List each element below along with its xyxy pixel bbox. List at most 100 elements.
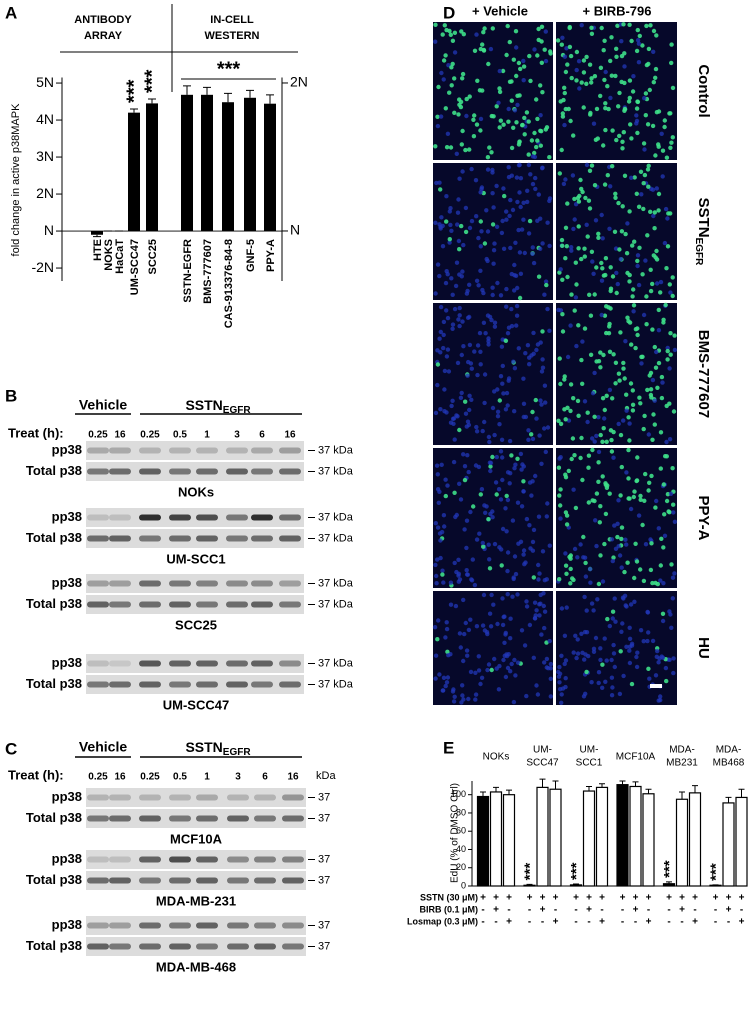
- marker-label: 37 kDa: [318, 465, 354, 477]
- nucleus: [598, 350, 603, 355]
- treatment-sign: -: [528, 905, 531, 916]
- nucleus: [474, 32, 479, 37]
- nucleus: [447, 240, 452, 245]
- nucleus: [656, 660, 661, 665]
- blot-band: [169, 943, 191, 950]
- micrograph: [556, 303, 677, 445]
- nucleus: [468, 669, 474, 675]
- nucleus: [669, 42, 674, 47]
- nucleus: [444, 269, 449, 274]
- nucleus: [589, 31, 595, 36]
- nucleus: [610, 274, 616, 279]
- nucleus: [507, 213, 512, 219]
- nucleus: [605, 616, 610, 622]
- error-bar: [586, 785, 592, 792]
- nucleus: [475, 372, 480, 378]
- nucleus: [501, 246, 507, 251]
- nucleus: [529, 432, 534, 437]
- nucleus: [592, 439, 597, 444]
- nucleus: [654, 186, 659, 191]
- nucleus: [536, 192, 541, 197]
- nucleus: [445, 131, 451, 136]
- nucleus: [560, 35, 565, 40]
- nucleus: [521, 552, 526, 557]
- nucleus: [494, 666, 499, 671]
- nucleus: [613, 381, 618, 386]
- nucleus: [631, 309, 636, 314]
- nucleus: [521, 401, 527, 406]
- nucleus: [548, 676, 553, 681]
- nucleus: [513, 673, 518, 678]
- nucleus: [441, 675, 447, 680]
- nucleus: [580, 477, 585, 483]
- nucleus: [443, 53, 448, 58]
- nucleus: [653, 505, 658, 510]
- bar: [244, 97, 256, 231]
- nucleus: [599, 25, 604, 31]
- nucleus: [521, 376, 526, 381]
- nucleus: [512, 554, 518, 559]
- nucleus: [633, 327, 639, 332]
- nucleus: [448, 32, 453, 37]
- nucleus: [567, 44, 573, 50]
- nucleus: [621, 366, 626, 371]
- blot-band: [282, 794, 304, 801]
- nucleus: [455, 210, 461, 215]
- nucleus: [571, 226, 576, 232]
- significance: ***: [123, 79, 145, 103]
- nucleus: [486, 542, 491, 547]
- nucleus: [641, 181, 646, 186]
- nucleus: [596, 670, 602, 675]
- nucleus: [593, 218, 599, 223]
- nucleus: [500, 477, 505, 483]
- nucleus: [467, 94, 472, 99]
- nucleus: [641, 578, 647, 584]
- nucleus: [613, 73, 618, 79]
- nucleus: [647, 373, 652, 378]
- nucleus: [652, 210, 657, 215]
- nucleus: [438, 329, 443, 335]
- nucleus: [505, 403, 510, 408]
- nucleus: [603, 481, 608, 486]
- nucleus: [490, 292, 495, 298]
- nucleus: [530, 251, 535, 256]
- nucleus: [542, 609, 548, 614]
- nucleus: [526, 231, 532, 236]
- treatment-sign: -: [574, 917, 577, 928]
- nucleus: [445, 649, 450, 654]
- nucleus: [541, 603, 546, 609]
- nucleus: [598, 657, 603, 663]
- blot-band: [226, 514, 248, 521]
- nucleus: [609, 437, 614, 443]
- nucleus: [654, 33, 659, 38]
- nucleus: [672, 333, 677, 338]
- nucleus: [529, 138, 535, 143]
- nucleus: [472, 582, 478, 588]
- nucleus: [611, 455, 616, 460]
- nucleus: [614, 54, 619, 59]
- nucleus: [630, 388, 635, 393]
- nucleus: [487, 566, 493, 571]
- error-bar: [539, 778, 546, 788]
- error-bar: [632, 781, 639, 787]
- nucleus: [560, 312, 565, 317]
- nucleus: [488, 464, 493, 469]
- row-label: Total p38: [26, 676, 82, 691]
- blot-band: [109, 943, 131, 950]
- nucleus: [598, 646, 603, 651]
- category-label: PPY-A: [265, 239, 277, 272]
- nucleus: [630, 294, 635, 299]
- nucleus: [592, 498, 597, 504]
- nucleus: [522, 132, 527, 137]
- nucleus: [530, 154, 536, 159]
- nucleus: [562, 122, 567, 128]
- nucleus: [537, 613, 542, 618]
- nucleus: [486, 342, 491, 347]
- nucleus: [609, 537, 615, 542]
- nucleus: [544, 514, 549, 519]
- nucleus: [457, 481, 462, 486]
- y-tick-label: 2N: [36, 185, 54, 201]
- treatment-sign: +: [739, 893, 745, 904]
- nucleus: [479, 675, 485, 680]
- nucleus: [535, 692, 541, 697]
